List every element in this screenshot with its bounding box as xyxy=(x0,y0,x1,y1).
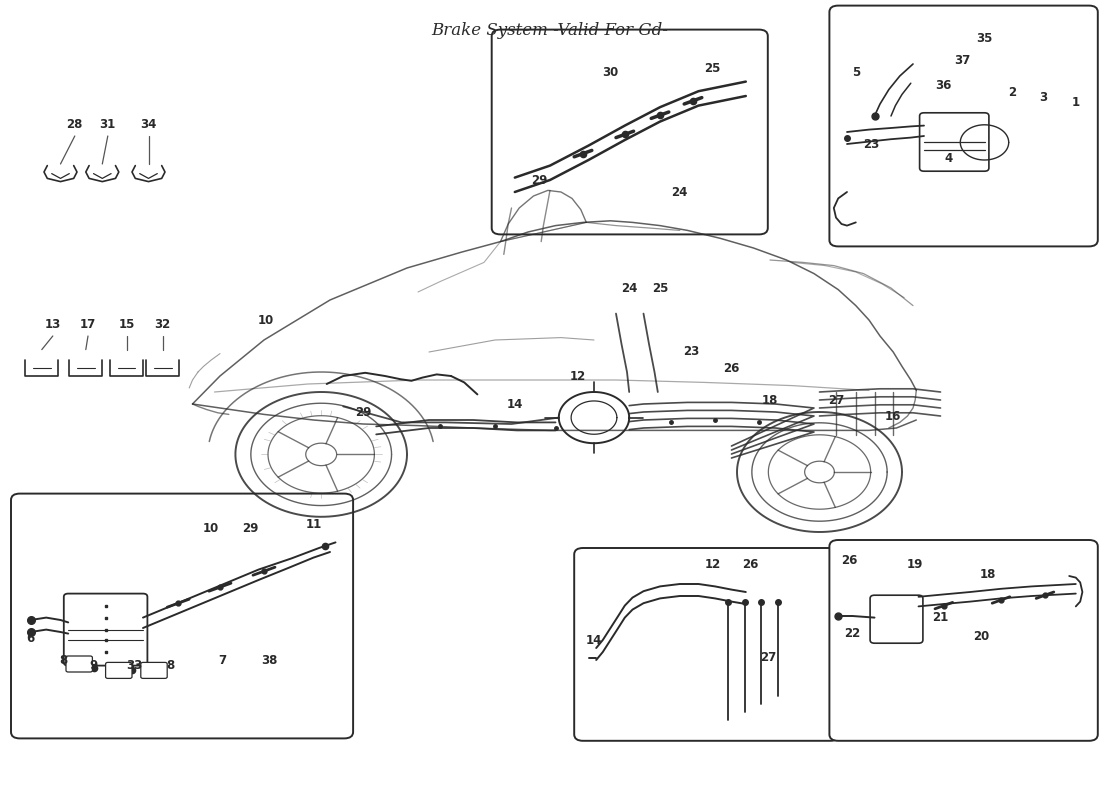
Text: 13: 13 xyxy=(45,318,60,330)
Text: 11: 11 xyxy=(306,518,321,530)
Text: 38: 38 xyxy=(262,654,277,666)
Text: 5: 5 xyxy=(851,66,860,78)
Text: 25: 25 xyxy=(705,62,720,74)
Text: 15: 15 xyxy=(119,318,134,330)
Text: 26: 26 xyxy=(842,554,857,566)
Text: 14: 14 xyxy=(586,634,602,646)
Text: 37: 37 xyxy=(955,54,970,66)
Text: 10: 10 xyxy=(258,314,274,326)
Text: 18: 18 xyxy=(980,568,996,581)
Text: 22: 22 xyxy=(845,627,860,640)
Text: 7: 7 xyxy=(218,654,227,666)
Text: 29: 29 xyxy=(355,406,371,418)
FancyBboxPatch shape xyxy=(829,540,1098,741)
Text: 33: 33 xyxy=(126,659,142,672)
Text: 36: 36 xyxy=(936,79,952,92)
Text: 31: 31 xyxy=(100,118,116,130)
FancyBboxPatch shape xyxy=(64,594,147,666)
FancyBboxPatch shape xyxy=(492,30,768,234)
Text: 24: 24 xyxy=(672,186,688,198)
Text: 29: 29 xyxy=(243,522,258,534)
Text: 27: 27 xyxy=(828,394,844,406)
Text: 17: 17 xyxy=(80,318,96,330)
Text: 14: 14 xyxy=(507,398,522,410)
Text: 3: 3 xyxy=(1038,91,1047,104)
Text: 12: 12 xyxy=(570,370,585,382)
Text: 23: 23 xyxy=(683,346,698,358)
Text: 19: 19 xyxy=(908,558,923,570)
Text: 1: 1 xyxy=(1071,96,1080,109)
FancyBboxPatch shape xyxy=(11,494,353,738)
Text: 8: 8 xyxy=(59,654,68,666)
FancyBboxPatch shape xyxy=(829,6,1098,246)
Text: 12: 12 xyxy=(705,558,720,570)
FancyBboxPatch shape xyxy=(106,662,132,678)
Text: Brake System -Valid For Gd-: Brake System -Valid For Gd- xyxy=(431,22,669,39)
Text: 6: 6 xyxy=(26,632,35,645)
FancyBboxPatch shape xyxy=(141,662,167,678)
Text: 20: 20 xyxy=(974,630,989,642)
Text: 24: 24 xyxy=(621,282,637,294)
Text: 35: 35 xyxy=(977,32,992,45)
Text: 32: 32 xyxy=(155,318,170,330)
Text: 26: 26 xyxy=(724,362,739,374)
Text: 16: 16 xyxy=(886,410,901,422)
Text: 28: 28 xyxy=(67,118,82,130)
Text: 29: 29 xyxy=(531,174,547,186)
Text: 18: 18 xyxy=(762,394,778,406)
Text: 27: 27 xyxy=(760,651,775,664)
FancyBboxPatch shape xyxy=(920,113,989,171)
Text: 21: 21 xyxy=(933,611,948,624)
Text: 34: 34 xyxy=(141,118,156,130)
FancyBboxPatch shape xyxy=(574,548,839,741)
Text: 25: 25 xyxy=(652,282,668,294)
FancyBboxPatch shape xyxy=(66,656,92,672)
Text: 23: 23 xyxy=(864,138,879,150)
Text: 10: 10 xyxy=(204,522,219,534)
FancyBboxPatch shape xyxy=(870,595,923,643)
Text: 8: 8 xyxy=(166,659,175,672)
Text: 30: 30 xyxy=(603,66,618,78)
Text: 2: 2 xyxy=(1008,86,1016,98)
Text: 9: 9 xyxy=(89,659,98,672)
Text: 26: 26 xyxy=(742,558,758,570)
Text: 4: 4 xyxy=(944,152,953,165)
